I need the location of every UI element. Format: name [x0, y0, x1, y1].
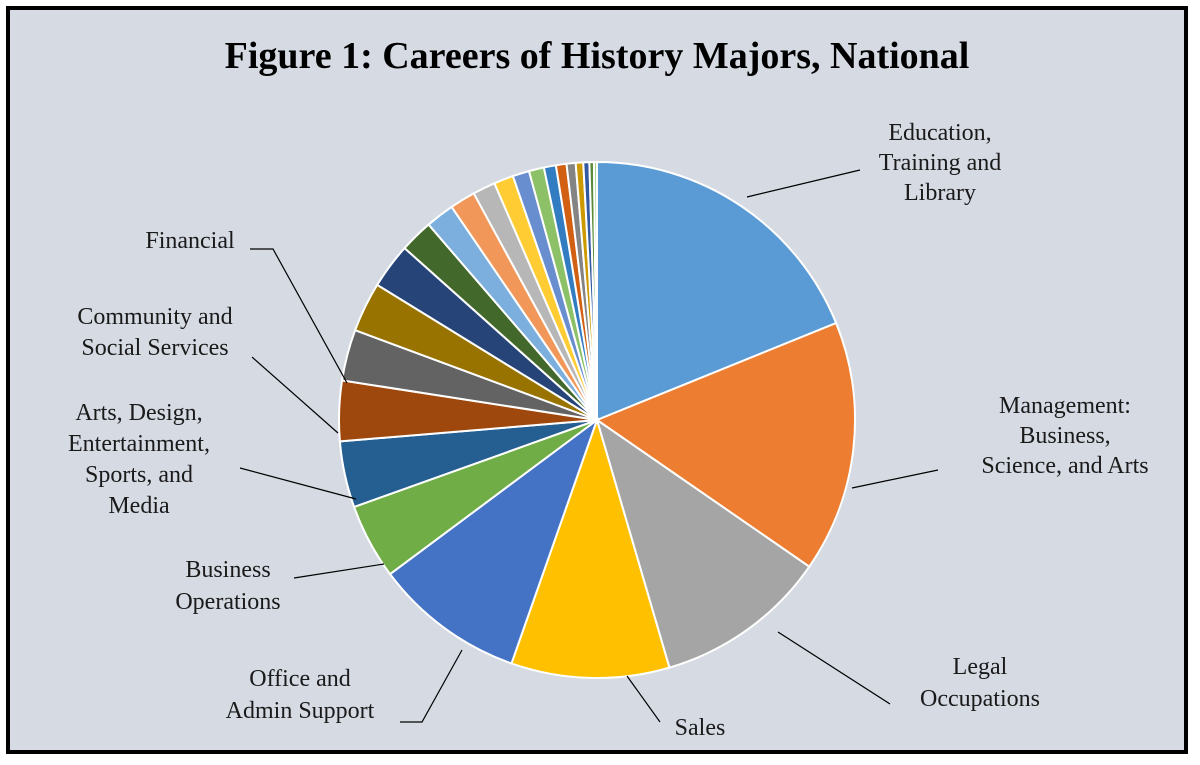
pie-slice-3 [595, 417, 811, 669]
label-legal: Legal Occupations [920, 654, 1040, 712]
label-office-line-2: Admin Support [226, 698, 375, 724]
label-busops: Business Operations [175, 557, 280, 615]
label-arts-line-3: Sports, and [85, 462, 193, 488]
leader-community [251, 356, 339, 434]
label-office-line-1: Office and [249, 666, 351, 692]
leader-busops [293, 563, 385, 579]
label-busops-line-1: Business [185, 557, 270, 583]
label-busops-line-2: Operations [175, 589, 280, 615]
label-sales: Sales [675, 715, 726, 741]
label-arts-line-4: Media [108, 493, 170, 519]
pie-slice-2 [594, 321, 856, 569]
leader-mgmt [851, 469, 939, 489]
leader-legal [777, 631, 891, 705]
chart-title: Figure 1: Careers of History Majors, Nat… [225, 35, 970, 77]
leader-financial [250, 248, 348, 384]
label-edu: Education, Training and Library [879, 120, 1001, 206]
label-arts-line-2: Entertainment, [68, 431, 210, 457]
label-arts: Arts, Design, Entertainment, Sports, and Me… [68, 400, 210, 519]
label-edu-line-3: Library [904, 180, 976, 206]
slice-labels: Education, Training and Library Management:… [68, 120, 1149, 741]
leader-arts [239, 467, 357, 500]
pie-slices [338, 160, 856, 679]
leader-lines [239, 169, 939, 723]
label-legal-line-1: Legal [953, 654, 1008, 680]
label-mgmt-line-2: Business, [1019, 423, 1110, 449]
label-financial-line-1: Financial [145, 228, 235, 254]
label-office: Office and Admin Support [226, 666, 375, 724]
label-financial: Financial [145, 228, 235, 254]
label-mgmt-line-1: Management: [999, 393, 1131, 419]
label-legal-line-2: Occupations [920, 686, 1040, 712]
label-edu-line-2: Training and [879, 150, 1001, 176]
label-edu-line-1: Education, [888, 120, 991, 146]
label-arts-line-1: Arts, Design, [75, 400, 202, 426]
label-sales-line-1: Sales [675, 715, 726, 741]
label-mgmt-line-3: Science, and Arts [981, 453, 1148, 479]
leader-sales [626, 675, 661, 723]
chart-frame: Figure 1: Careers of History Majors, Nat… [6, 6, 1188, 754]
leader-office [400, 649, 463, 723]
label-community: Community and Social Services [77, 304, 232, 361]
pie-slice-5 [388, 417, 600, 665]
pie-chart: Figure 1: Careers of History Majors, Nat… [68, 35, 1149, 741]
leader-edu [746, 169, 861, 198]
label-community-line-2: Social Services [81, 335, 228, 361]
pie-slice-1 [596, 160, 838, 422]
label-community-line-1: Community and [77, 304, 232, 330]
pie-slice-25 [592, 160, 598, 421]
pie-slice-4 [510, 416, 671, 679]
label-mgmt: Management: Business, Science, and Arts [981, 393, 1148, 479]
